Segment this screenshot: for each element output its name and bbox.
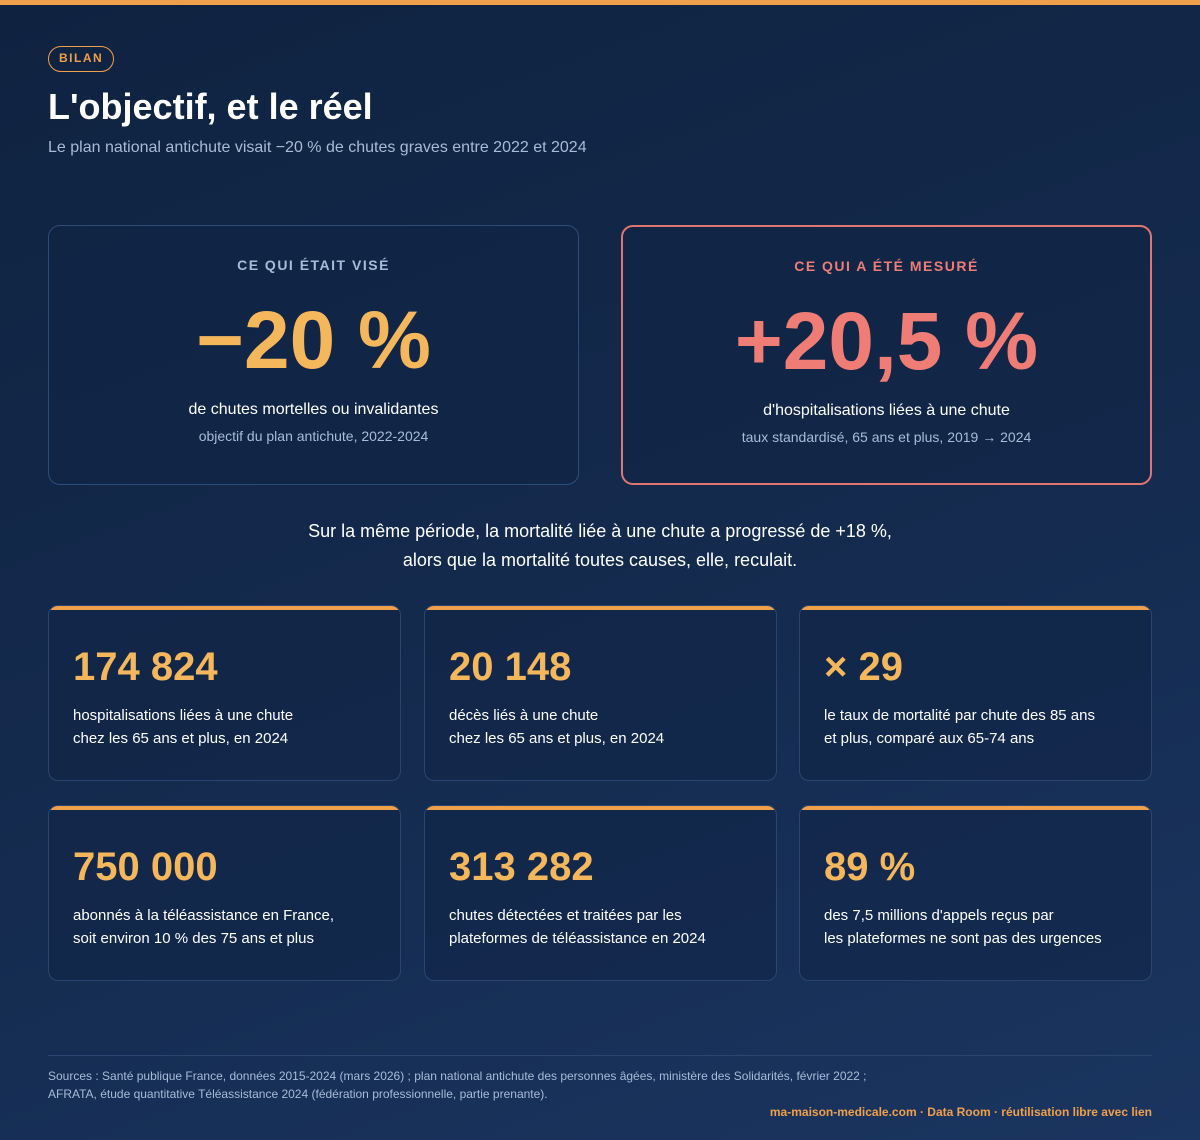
stat-label-line-1: le taux de mortalité par chute des 85 an… bbox=[824, 707, 1095, 724]
stat-label-line-2: soit environ 10 % des 75 ans et plus bbox=[73, 930, 314, 947]
stat-card-hospitalisations: 174 824 hospitalisations liées à une chu… bbox=[48, 605, 401, 781]
stat-label: le taux de mortalité par chute des 85 an… bbox=[824, 704, 1124, 750]
stat-label: des 7,5 millions d'appels reçus par les … bbox=[824, 904, 1124, 950]
measured-kicker: CE QUI A ÉTÉ MESURÉ bbox=[794, 258, 979, 274]
measured-label: d'hospitalisations liées à une chute bbox=[763, 402, 1010, 419]
statement-line-1: Sur la même période, la mortalité liée à… bbox=[308, 521, 892, 541]
top-accent-bar bbox=[0, 0, 1200, 5]
measured-note: taux standardisé, 65 ans et plus, 2019 →… bbox=[741, 429, 1032, 445]
stat-label-line-2: les plateformes ne sont pas des urgences bbox=[824, 930, 1102, 947]
stat-card-deces: 20 148 décès liés à une chute chez les 6… bbox=[424, 605, 777, 781]
stat-card-accent bbox=[49, 606, 400, 610]
target-value: −20 % bbox=[196, 295, 431, 386]
stat-label-line-2: chez les 65 ans et plus, en 2024 bbox=[449, 730, 665, 747]
stat-label: chutes détectées et traitées par les pla… bbox=[449, 904, 749, 950]
measured-value: +20,5 % bbox=[734, 296, 1039, 387]
stat-label-line-2: et plus, comparé aux 65-74 ans bbox=[824, 730, 1035, 747]
stat-label-line-1: chutes détectées et traitées par les bbox=[449, 907, 682, 924]
stat-card-accent bbox=[425, 806, 776, 810]
stat-label: abonnés à la téléassistance en France, s… bbox=[73, 904, 373, 950]
page-title: L'objectif, et le réel bbox=[48, 86, 373, 127]
credit-link[interactable]: ma-maison-medicale.com · Data Room · réu… bbox=[769, 1105, 1152, 1119]
target-card: CE QUI ÉTAIT VISÉ −20 % de chutes mortel… bbox=[48, 225, 579, 485]
stat-label-line-1: des 7,5 millions d'appels reçus par bbox=[824, 907, 1054, 924]
statement-line-2: alors que la mortalité toutes causes, el… bbox=[402, 550, 798, 570]
stat-card-appels: 89 % des 7,5 millions d'appels reçus par… bbox=[799, 805, 1152, 981]
stat-label-line-2: chez les 65 ans et plus, en 2024 bbox=[73, 730, 289, 747]
stat-card-abonnes: 750 000 abonnés à la téléassistance en F… bbox=[48, 805, 401, 981]
stat-value: 174 824 bbox=[73, 645, 218, 689]
footer-divider bbox=[48, 1055, 1152, 1056]
key-statement: Sur la même période, la mortalité liée à… bbox=[0, 517, 1200, 575]
stat-value: × 29 bbox=[824, 645, 903, 689]
stat-label: décès liés à une chute chez les 65 ans e… bbox=[449, 704, 749, 750]
stat-card-accent bbox=[49, 806, 400, 810]
stat-card-accent bbox=[800, 606, 1151, 610]
target-kicker: CE QUI ÉTAIT VISÉ bbox=[237, 257, 390, 273]
target-label: de chutes mortelles ou invalidantes bbox=[188, 401, 439, 418]
stat-card-chutes-detectees: 313 282 chutes détectées et traitées par… bbox=[424, 805, 777, 981]
sources-line-1: Sources : Santé publique France, données… bbox=[48, 1069, 867, 1083]
stat-label-line-1: décès liés à une chute bbox=[449, 707, 599, 724]
stat-card-accent bbox=[800, 806, 1151, 810]
stat-card-mortality-ratio: × 29 le taux de mortalité par chute des … bbox=[799, 605, 1152, 781]
stat-label-line-2: plateformes de téléassistance en 2024 bbox=[449, 930, 706, 947]
sources-line-2: AFRATA, étude quantitative Téléassistanc… bbox=[48, 1087, 548, 1101]
stat-card-accent bbox=[425, 606, 776, 610]
page-subtitle: Le plan national antichute visait −20 % … bbox=[48, 139, 587, 156]
measured-card: CE QUI A ÉTÉ MESURÉ +20,5 % d'hospitalis… bbox=[621, 225, 1152, 485]
stat-label-line-1: abonnés à la téléassistance en France, bbox=[73, 907, 334, 924]
stat-label: hospitalisations liées à une chute chez … bbox=[73, 704, 373, 750]
stat-value: 313 282 bbox=[449, 845, 594, 889]
section-badge: BILAN bbox=[48, 46, 115, 72]
target-note: objectif du plan antichute, 2022-2024 bbox=[198, 428, 429, 444]
stat-value: 89 % bbox=[824, 845, 916, 889]
sources-note: Sources : Santé publique France, données… bbox=[48, 1067, 867, 1103]
stat-value: 20 148 bbox=[449, 645, 572, 689]
stat-label-line-1: hospitalisations liées à une chute bbox=[73, 707, 294, 724]
stat-value: 750 000 bbox=[73, 845, 218, 889]
